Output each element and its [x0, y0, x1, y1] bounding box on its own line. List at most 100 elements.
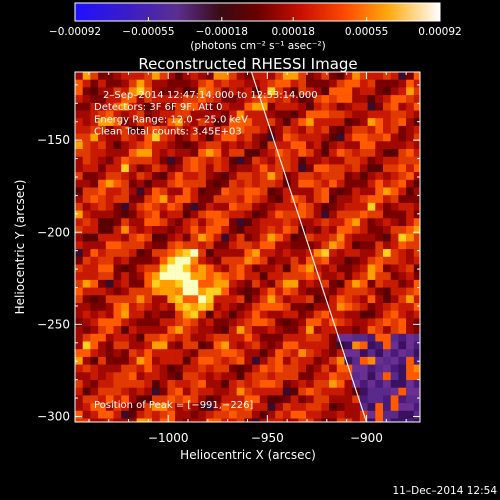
- heatmap-cell: [413, 256, 420, 265]
- heatmap-cell: [190, 372, 199, 381]
- heatmap-cell: [398, 333, 407, 342]
- heatmap-cell: [205, 303, 214, 311]
- heatmap-cell: [298, 349, 307, 358]
- heatmap-cell: [298, 226, 307, 234]
- heatmap-cell: [159, 249, 168, 258]
- heatmap-cell: [259, 241, 268, 250]
- heatmap-cell: [313, 310, 322, 319]
- heatmap-cell: [213, 226, 222, 234]
- heatmap-cell: [205, 380, 214, 388]
- heatmap-cell: [413, 403, 420, 412]
- heatmap-cell: [159, 310, 168, 319]
- heatmap-cell: [406, 364, 415, 373]
- heatmap-cell: [359, 287, 368, 296]
- heatmap-cell: [259, 218, 268, 227]
- heatmap-cell: [152, 287, 160, 296]
- heatmap-cell: [144, 141, 153, 150]
- heatmap-cell: [113, 264, 122, 273]
- heatmap-cell: [298, 318, 307, 327]
- heatmap-cell: [152, 279, 160, 288]
- heatmap-cell: [259, 333, 268, 342]
- heatmap-cell: [313, 210, 322, 219]
- heatmap-cell: [375, 72, 384, 80]
- heatmap-cell: [282, 141, 291, 150]
- heatmap-cell: [152, 87, 160, 96]
- heatmap-cell: [383, 102, 391, 111]
- heatmap-cell: [275, 110, 284, 119]
- heatmap-cell: [282, 295, 291, 304]
- heatmap-cell: [267, 249, 276, 258]
- heatmap-cell: [205, 179, 214, 188]
- heatmap-cell: [406, 279, 415, 288]
- heatmap-cell: [321, 264, 330, 273]
- heatmap-cell: [306, 256, 314, 265]
- heatmap-cell: [98, 156, 107, 165]
- heatmap-cell: [306, 179, 314, 188]
- heatmap-cell: [413, 118, 420, 127]
- heatmap-cell: [198, 125, 207, 134]
- heatmap-cell: [144, 133, 153, 142]
- heatmap-cell: [152, 364, 160, 373]
- heatmap-cell: [282, 233, 291, 242]
- heatmap-cell: [128, 341, 137, 350]
- heatmap-cell: [128, 279, 137, 288]
- heatmap-cell: [329, 372, 338, 381]
- heatmap-cell: [105, 410, 114, 419]
- heatmap-cell: [359, 380, 368, 388]
- heatmap-cell: [121, 110, 130, 119]
- heatmap-cell: [252, 164, 261, 173]
- heatmap-cell: [75, 380, 83, 388]
- heatmap-cell: [398, 141, 407, 150]
- heatmap-cell: [282, 87, 291, 96]
- heatmap-cell: [321, 164, 330, 173]
- heatmap-cell: [313, 272, 322, 281]
- heatmap-cell: [375, 195, 384, 204]
- heatmap-cell: [352, 310, 361, 319]
- heatmap-cell: [90, 95, 99, 104]
- heatmap-cell: [398, 179, 407, 188]
- heatmap-cell: [352, 372, 361, 381]
- heatmap-cell: [329, 310, 338, 319]
- colorbar-tick-label: −0.00055: [122, 26, 174, 38]
- heatmap-cell: [229, 380, 237, 388]
- heatmap-cell: [344, 172, 353, 181]
- heatmap-cell: [298, 164, 307, 173]
- heatmap-cell: [413, 395, 420, 404]
- heatmap-cell: [383, 210, 391, 219]
- heatmap-cell: [205, 210, 214, 219]
- heatmap-cell: [159, 395, 168, 404]
- heatmap-cell: [182, 87, 191, 96]
- heatmap-cell: [298, 387, 307, 396]
- heatmap-cell: [75, 264, 83, 273]
- heatmap-cell: [190, 187, 199, 196]
- heatmap-cell: [82, 210, 91, 219]
- heatmap-cell: [229, 341, 237, 350]
- heatmap-cell: [205, 318, 214, 327]
- heatmap-cell: [313, 164, 322, 173]
- heatmap-cell: [113, 172, 122, 181]
- heatmap-cell: [336, 95, 345, 104]
- heatmap-cell: [90, 380, 99, 388]
- heatmap-cell: [290, 118, 299, 127]
- heatmap-cell: [213, 172, 222, 181]
- heatmap-cell: [113, 341, 122, 350]
- heatmap-cell: [244, 372, 253, 381]
- heatmap-cell: [198, 356, 207, 365]
- heatmap-cell: [159, 256, 168, 265]
- heatmap-cell: [167, 249, 176, 258]
- heatmap-cell: [359, 156, 368, 165]
- heatmap-cell: [198, 403, 207, 412]
- heatmap-cell: [159, 326, 168, 335]
- heatmap-cell: [105, 387, 114, 396]
- heatmap-cell: [167, 210, 176, 219]
- heatmap-cell: [259, 303, 268, 311]
- heatmap-cell: [259, 341, 268, 350]
- heatmap-cell: [113, 349, 122, 358]
- heatmap-cell: [105, 295, 114, 304]
- heatmap-cell: [152, 256, 160, 265]
- heatmap-cell: [98, 295, 107, 304]
- heatmap-cell: [336, 179, 345, 188]
- heatmap-cell: [298, 133, 307, 142]
- heatmap-cell: [329, 256, 338, 265]
- chart-title: Reconstructed RHESSI Image: [138, 55, 357, 73]
